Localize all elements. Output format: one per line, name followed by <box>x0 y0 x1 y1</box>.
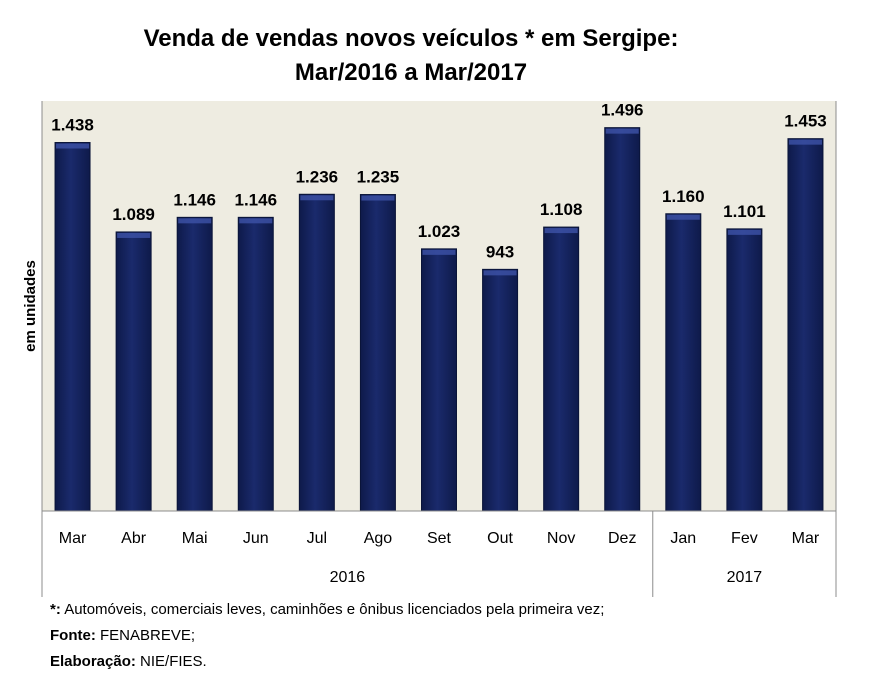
bar-body <box>421 248 457 512</box>
x-tick-label: Mar <box>59 530 87 547</box>
footnote-prep: Elaboração: NIE/FIES. <box>50 653 207 670</box>
chart-title-line2: Mar/2016 a Mar/2017 <box>294 59 528 86</box>
bar-cap <box>483 270 517 276</box>
bar-body <box>115 231 152 512</box>
bar <box>482 268 519 512</box>
footnote-prep-label: Elaboração: <box>50 653 136 670</box>
chart-title-line1: Venda de vendas novos veículos * em Serg… <box>143 25 679 52</box>
bar <box>176 216 213 512</box>
bar-cap <box>300 195 334 201</box>
x-tick-label: Jun <box>243 530 269 547</box>
bar-cap <box>727 229 761 235</box>
bar-cap <box>117 232 151 238</box>
footnote-note-text: Automóveis, comerciais leves, caminhões … <box>64 601 605 618</box>
bar-body <box>787 138 824 512</box>
data-label: 943 <box>486 242 514 261</box>
bar <box>237 216 274 512</box>
bar-chart: 1.438 1.089 1.146 1.146 1.236 1.235 1.023 943 1.… <box>22 101 837 597</box>
footnote-source-label: Fonte: <box>50 627 96 644</box>
bar <box>421 248 457 512</box>
footnote-note: *: Automóveis, comerciais leves, caminhõ… <box>50 601 604 618</box>
chart-title: Venda de vendas novos veículos * em Serg… <box>0 22 822 90</box>
bar <box>298 193 335 512</box>
data-label: 1.235 <box>357 168 400 187</box>
x-group-label: 2016 <box>330 569 366 586</box>
bars-layer <box>54 127 824 512</box>
bar <box>665 213 702 512</box>
data-label: 1.496 <box>601 101 644 120</box>
bar-cap <box>666 214 700 220</box>
bar <box>115 231 152 512</box>
bar-cap <box>788 139 822 145</box>
bar-body <box>237 216 274 512</box>
bar <box>543 226 580 512</box>
y-axis-label: em unidades <box>22 260 39 352</box>
data-label: 1.453 <box>784 112 827 131</box>
bar-body <box>176 216 213 512</box>
bar-cap <box>361 195 395 201</box>
data-label: 1.160 <box>662 187 705 206</box>
x-tick-label: Nov <box>547 530 575 547</box>
x-tick-label: Dez <box>608 530 636 547</box>
bar-cap <box>178 218 212 224</box>
x-tick-label: Out <box>487 530 513 547</box>
bar-body <box>604 127 641 512</box>
bar-body <box>482 268 519 512</box>
bar <box>726 228 763 512</box>
footnote-source-text: FENABREVE; <box>100 627 196 644</box>
x-tick-label: Jan <box>670 530 696 547</box>
data-label: 1.089 <box>112 205 155 224</box>
data-label: 1.108 <box>540 200 583 219</box>
bar <box>359 194 396 512</box>
bar <box>54 142 91 512</box>
bar-cap <box>605 128 639 134</box>
data-label: 1.438 <box>51 116 94 135</box>
footnote-source: Fonte: FENABREVE; <box>50 627 195 644</box>
data-label: 1.101 <box>723 202 766 221</box>
bar-body <box>359 194 396 512</box>
footnote-prep-text: NIE/FIES. <box>140 653 207 670</box>
bar-body <box>54 142 91 512</box>
bar-body <box>726 228 763 512</box>
data-label: 1.146 <box>173 190 216 209</box>
bar-cap <box>544 228 578 234</box>
x-tick-label: Mar <box>792 530 820 547</box>
data-label: 1.146 <box>234 190 277 209</box>
bar <box>604 127 641 512</box>
x-group-label: 2017 <box>727 569 763 586</box>
footnote-marker: *: <box>50 601 61 618</box>
bar-body <box>665 213 702 512</box>
bar-cap <box>239 218 273 224</box>
data-label: 1.023 <box>418 222 461 241</box>
bar-body <box>298 193 335 512</box>
data-labels-layer: 1.438 1.089 1.146 1.146 1.236 1.235 1.023 943 1.… <box>51 101 826 262</box>
bar-cap <box>56 143 90 149</box>
bar-cap <box>422 249 456 255</box>
x-tick-label: Abr <box>121 530 147 547</box>
x-tick-label: Mai <box>182 530 208 547</box>
x-tick-label: Jul <box>307 530 327 547</box>
x-axis-layer: Mar Abr Mai Jun Jul Ago Set Out Nov Dez Jan Fev Mar 2… <box>41 101 837 597</box>
x-tick-label: Set <box>427 530 452 547</box>
data-label: 1.236 <box>296 167 339 186</box>
x-tick-label: Fev <box>731 530 758 547</box>
bar <box>787 138 824 512</box>
x-tick-label: Ago <box>364 530 393 547</box>
bar-body <box>543 226 580 512</box>
